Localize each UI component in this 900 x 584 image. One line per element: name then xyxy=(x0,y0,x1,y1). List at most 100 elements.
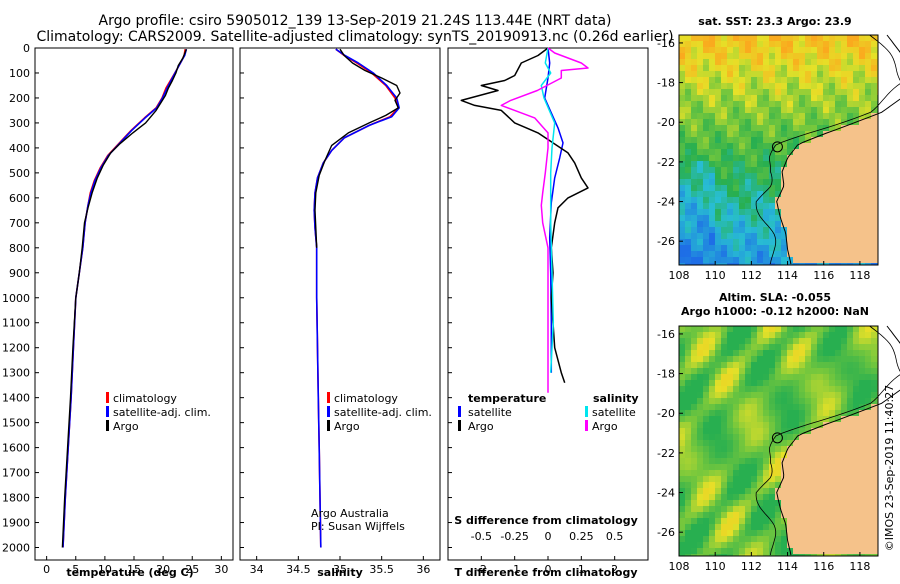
land-cell xyxy=(811,227,818,234)
ocean-cell xyxy=(763,257,770,264)
land-cell xyxy=(811,506,818,513)
land-cell xyxy=(853,464,860,471)
ocean-cell xyxy=(751,137,758,144)
ocean-cell xyxy=(757,536,764,543)
ocean-cell xyxy=(763,155,770,162)
land-cell xyxy=(859,518,866,525)
ocean-cell xyxy=(805,368,812,375)
land-cell xyxy=(865,173,872,180)
land-cell xyxy=(871,500,878,507)
ocean-cell xyxy=(799,374,806,381)
land-cell xyxy=(841,476,848,483)
t-difference-xlabel: T difference from climatology xyxy=(454,566,637,579)
temperature-x-axis: 0 5 10 15 20 25 30 xyxy=(43,556,228,576)
ocean-cell xyxy=(781,404,788,411)
series-line-s-satellite xyxy=(540,47,556,373)
depth-tick-label: 1100 xyxy=(2,317,30,330)
ocean-cell xyxy=(739,41,746,48)
ocean-cell xyxy=(727,482,734,489)
ocean-cell xyxy=(763,77,770,84)
ocean-cell xyxy=(715,155,722,162)
ocean-cell xyxy=(679,155,686,162)
ocean-cell xyxy=(769,95,776,102)
ocean-cell xyxy=(859,71,866,78)
ocean-cell xyxy=(727,434,734,441)
ocean-cell xyxy=(805,83,812,90)
ocean-cell xyxy=(763,422,770,429)
ocean-cell xyxy=(751,89,758,96)
ocean-cell xyxy=(691,338,698,345)
land-cell xyxy=(787,488,794,495)
land-cell xyxy=(841,233,848,240)
land-cell xyxy=(805,518,812,525)
ocean-cell xyxy=(781,245,788,252)
ocean-cell xyxy=(721,35,728,42)
ocean-cell xyxy=(739,434,746,441)
ocean-cell xyxy=(787,374,794,381)
depth-tick-label: 700 xyxy=(9,217,30,230)
ocean-cell xyxy=(727,113,734,120)
ocean-cell xyxy=(703,500,710,507)
land-cell xyxy=(841,125,848,132)
land-cell xyxy=(871,209,878,216)
land-cell xyxy=(841,209,848,216)
land-cell xyxy=(829,446,836,453)
ocean-cell xyxy=(739,167,746,174)
land-cell xyxy=(835,542,842,549)
diff-legend-salinity: salinity xyxy=(593,392,639,405)
ocean-cell xyxy=(799,554,806,557)
land-cell xyxy=(787,179,794,186)
ocean-cell xyxy=(775,125,782,132)
land-cell xyxy=(841,161,848,168)
ocean-cell xyxy=(763,239,770,246)
ocean-cell xyxy=(721,434,728,441)
ocean-cell xyxy=(703,536,710,543)
ocean-cell xyxy=(775,404,782,411)
sst-map-title: sat. SST: 23.3 Argo: 23.9 xyxy=(698,15,851,28)
ocean-cell xyxy=(793,422,800,429)
ocean-cell xyxy=(709,107,716,114)
diff-legend-temperature: temperature xyxy=(468,392,546,405)
ocean-cell xyxy=(811,263,818,266)
ocean-cell xyxy=(775,101,782,108)
ocean-cell xyxy=(703,542,710,549)
ocean-cell xyxy=(853,356,860,363)
ocean-cell xyxy=(769,191,776,198)
land-cell xyxy=(835,257,842,264)
land-cell xyxy=(871,524,878,531)
land-cell xyxy=(853,428,860,435)
ocean-cell xyxy=(697,119,704,126)
land-cell xyxy=(817,167,824,174)
ocean-cell xyxy=(811,332,818,339)
ocean-cell xyxy=(799,332,806,339)
ocean-cell xyxy=(823,83,830,90)
ocean-cell xyxy=(757,428,764,435)
ocean-cell xyxy=(715,470,722,477)
ocean-cell xyxy=(727,344,734,351)
ocean-cell xyxy=(685,143,692,150)
land-cell xyxy=(835,488,842,495)
ocean-cell xyxy=(823,386,830,393)
land-cell xyxy=(865,470,872,477)
ocean-cell xyxy=(781,350,788,357)
ocean-cell xyxy=(739,470,746,477)
land-cell xyxy=(805,452,812,459)
ocean-cell xyxy=(691,101,698,108)
ocean-cell xyxy=(691,428,698,435)
land-cell xyxy=(775,197,782,204)
ocean-cell xyxy=(745,155,752,162)
land-cell xyxy=(841,500,848,507)
ocean-cell xyxy=(763,404,770,411)
ocean-cell xyxy=(679,440,686,447)
ocean-cell xyxy=(709,428,716,435)
ocean-cell xyxy=(787,386,794,393)
ocean-cell xyxy=(703,47,710,54)
ocean-cell xyxy=(805,125,812,132)
ocean-cell xyxy=(757,125,764,132)
land-cell xyxy=(829,149,836,156)
ocean-cell xyxy=(733,356,740,363)
land-cell xyxy=(799,239,806,246)
ocean-cell xyxy=(793,380,800,387)
ocean-cell xyxy=(763,416,770,423)
ocean-cell xyxy=(733,416,740,423)
